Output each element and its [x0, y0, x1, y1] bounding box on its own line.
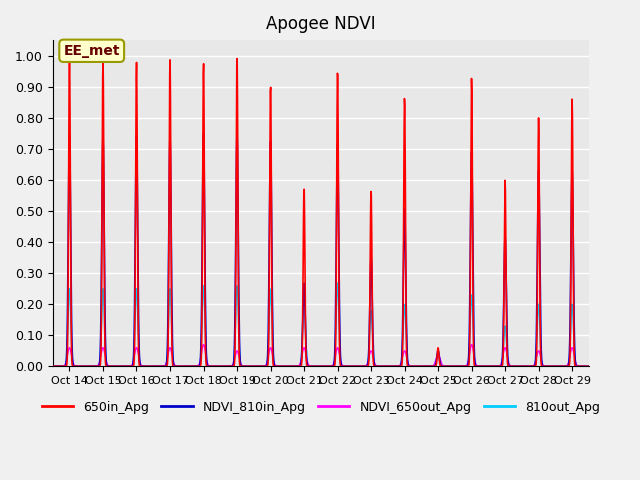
Title: Apogee NDVI: Apogee NDVI — [266, 15, 376, 33]
Legend: 650in_Apg, NDVI_810in_Apg, NDVI_650out_Apg, 810out_Apg: 650in_Apg, NDVI_810in_Apg, NDVI_650out_A… — [36, 396, 605, 419]
Text: EE_met: EE_met — [63, 44, 120, 58]
